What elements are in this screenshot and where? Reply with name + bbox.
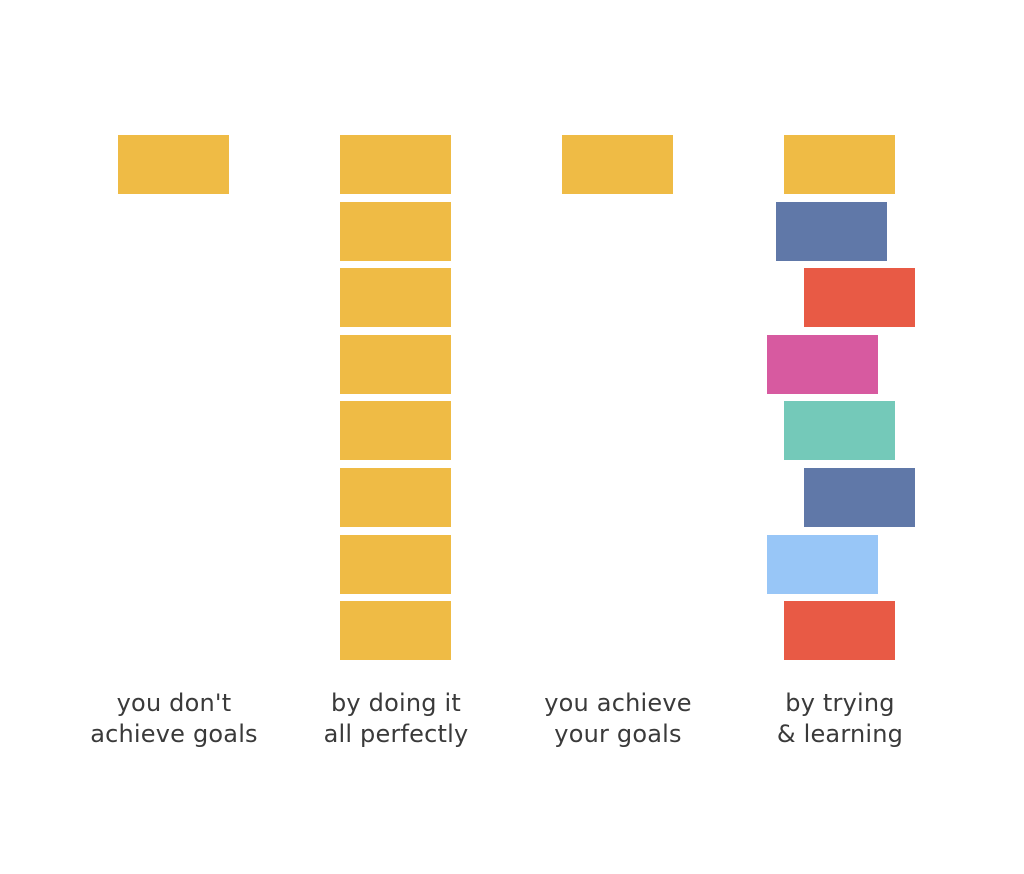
stack-block: [776, 202, 887, 261]
caption-line-1: by trying: [785, 689, 895, 717]
column-caption: you achieve your goals: [508, 688, 728, 750]
stack-block: [118, 135, 229, 194]
stack-block: [340, 202, 451, 261]
stack-block: [804, 468, 915, 527]
stack-block: [340, 601, 451, 660]
stack-block: [784, 601, 895, 660]
column-caption: by trying & learning: [730, 688, 950, 750]
stack-block: [340, 401, 451, 460]
stack-block: [562, 135, 673, 194]
stack-block: [340, 335, 451, 394]
stack-block: [804, 268, 915, 327]
column-caption: you don't achieve goals: [64, 688, 284, 750]
caption-line-2: all perfectly: [323, 720, 469, 748]
stack-block: [767, 535, 878, 594]
column-caption: by doing it all perfectly: [286, 688, 506, 750]
caption-line-2: your goals: [554, 720, 682, 748]
stack-block: [784, 401, 895, 460]
caption-line-2: & learning: [776, 720, 904, 748]
stack-block: [340, 468, 451, 527]
caption-line-2: achieve goals: [90, 720, 258, 748]
stack-block: [784, 135, 895, 194]
caption-line-1: you don't: [116, 689, 232, 717]
caption-line-1: you achieve: [544, 689, 692, 717]
stack-block: [767, 335, 878, 394]
stack-block: [340, 535, 451, 594]
stack-block: [340, 135, 451, 194]
caption-line-1: by doing it: [330, 689, 461, 717]
stack-block: [340, 268, 451, 327]
